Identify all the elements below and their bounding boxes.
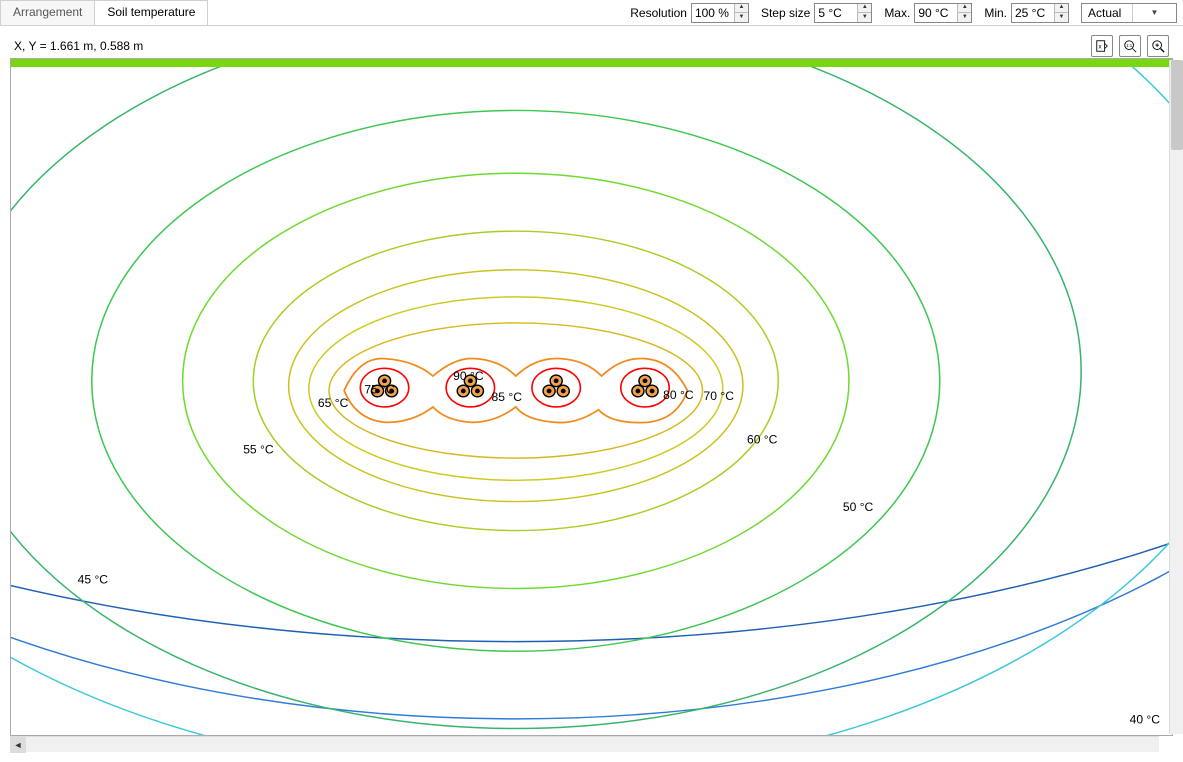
cable-group <box>543 375 569 397</box>
tab-strip: Arrangement Soil temperature <box>0 0 207 25</box>
zoom-in-button[interactable] <box>1147 35 1169 57</box>
export-button[interactable]: x <box>1091 35 1113 57</box>
svg-text:x: x <box>1099 44 1102 51</box>
isotherm-50 <box>92 110 940 651</box>
step-size-step-up[interactable]: ▲ <box>858 4 871 14</box>
step-size-spinner[interactable]: ▲ ▼ <box>814 3 872 23</box>
isotherm-90 <box>621 368 669 407</box>
svg-text:1:1: 1:1 <box>1126 43 1133 48</box>
vertical-scrollbar-thumb[interactable] <box>1171 60 1183 150</box>
max-step-down[interactable]: ▼ <box>958 13 971 22</box>
isotherm-label: 85 °C <box>492 390 523 404</box>
chevron-down-icon: ▼ <box>1132 4 1176 22</box>
resolution-step-down[interactable]: ▼ <box>735 13 748 22</box>
vertical-scrollbar[interactable] <box>1169 60 1183 734</box>
plot-frame[interactable]: 40 °C 45 °C 50 °C 55 °C 60 °C 65 °C 70 °C 75 °C… <box>10 58 1173 736</box>
isotherm-90 <box>532 368 580 407</box>
min-step-up[interactable]: ▲ <box>1055 4 1068 14</box>
resolution-spinner[interactable]: ▲ ▼ <box>691 3 749 23</box>
isotherm-45 <box>11 67 1081 729</box>
isotherm-label: 40 °C <box>1130 713 1161 727</box>
view-mode-value: Actual <box>1088 6 1132 20</box>
min-input[interactable] <box>1012 6 1054 20</box>
contour-plot: 40 °C 45 °C 50 °C 55 °C 60 °C 65 °C 70 °C 75 °C… <box>11 67 1172 736</box>
top-toolbar: Arrangement Soil temperature Resolution … <box>0 0 1183 26</box>
resolution-step-up[interactable]: ▲ <box>735 4 748 14</box>
zoom-1-1-icon: 1:1 <box>1123 39 1137 53</box>
horizontal-scrollbar[interactable]: ◄ <box>10 736 1159 752</box>
step-size-step-down[interactable]: ▼ <box>858 13 871 22</box>
isotherm-40 <box>11 67 1172 736</box>
resolution-label: Resolution <box>630 6 687 20</box>
isotherm-label: 80 °C <box>663 388 694 402</box>
status-row: X, Y = 1.661 m, 0.588 m x 1:1 <box>10 34 1173 58</box>
isotherm-label: 50 °C <box>843 500 874 514</box>
max-input[interactable] <box>915 6 957 20</box>
resolution-input[interactable] <box>692 6 734 20</box>
min-spinner[interactable]: ▲ ▼ <box>1011 3 1069 23</box>
isotherm-35 <box>11 67 1172 719</box>
isotherm-label: 90 °C <box>453 369 484 383</box>
view-mode-select[interactable]: Actual ▼ <box>1081 3 1177 23</box>
tab-arrangement[interactable]: Arrangement <box>0 0 95 25</box>
isotherm-label: 55 °C <box>243 443 274 457</box>
zoom-reset-button[interactable]: 1:1 <box>1119 35 1141 57</box>
isotherm-label: 60 °C <box>747 433 778 447</box>
isotherm-label: 45 °C <box>78 573 109 587</box>
isotherm-55 <box>183 173 849 588</box>
export-icon: x <box>1095 39 1109 53</box>
step-size-input[interactable] <box>815 6 857 20</box>
max-label: Max. <box>884 6 910 20</box>
viewer-area: X, Y = 1.661 m, 0.588 m x 1:1 <box>0 26 1183 762</box>
isotherm-65 <box>289 270 743 502</box>
max-control: Max. ▲ ▼ <box>878 0 978 25</box>
resolution-control: Resolution ▲ ▼ <box>624 0 755 25</box>
ground-surface-band <box>11 59 1172 67</box>
tab-soil-temperature[interactable]: Soil temperature <box>94 0 208 25</box>
scroll-left-button[interactable]: ◄ <box>10 737 26 753</box>
isotherm-label: 65 °C <box>318 396 349 410</box>
cursor-coordinates: X, Y = 1.661 m, 0.588 m <box>14 39 1091 53</box>
max-step-up[interactable]: ▲ <box>958 4 971 14</box>
min-label: Min. <box>984 6 1007 20</box>
view-mode-control: Actual ▼ <box>1075 0 1183 25</box>
max-spinner[interactable]: ▲ ▼ <box>914 3 972 23</box>
isotherm-label: 75 °C <box>364 383 395 397</box>
step-size-control: Step size ▲ ▼ <box>755 0 878 25</box>
min-control: Min. ▲ ▼ <box>978 0 1075 25</box>
isotherm-60 <box>253 231 778 530</box>
step-size-label: Step size <box>761 6 810 20</box>
cable-group <box>632 375 658 397</box>
zoom-in-icon <box>1151 39 1165 53</box>
min-step-down[interactable]: ▼ <box>1055 13 1068 22</box>
isotherm-label: 70 °C <box>704 389 735 403</box>
